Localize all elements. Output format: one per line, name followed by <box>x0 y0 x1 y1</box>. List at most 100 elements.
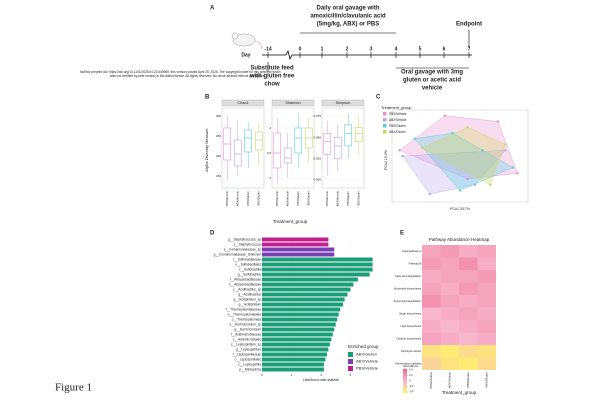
y-tick-label: g__Acidibacillus <box>238 292 261 296</box>
annotation: Daily oral gavage with <box>316 6 379 12</box>
y-tick-label: s__Alicyclobacillaceae <box>229 282 261 286</box>
heatmap-cell <box>422 307 441 320</box>
y-tick-label: 300 <box>216 114 221 118</box>
row-label: Lipid biosynthesis <box>401 324 422 328</box>
heatmap-cell <box>440 245 459 258</box>
x-tick-label: ABX/Gluten <box>485 372 489 388</box>
y-tick-label: o__Sulfobacillales <box>235 262 261 266</box>
hull <box>414 132 514 191</box>
facet-title: Chao1 <box>237 101 248 105</box>
point <box>504 143 507 146</box>
bar <box>262 277 358 282</box>
y-tick-label: g__Ferrimicrobium <box>234 327 261 331</box>
legend-swatch <box>348 366 353 371</box>
y-tick-label: f__Alicyclobacillaceae <box>230 277 262 281</box>
y-tick-label: 3.5 <box>267 151 272 155</box>
y-tick-label: p__Nitrospirota <box>239 367 261 371</box>
y-tick-label: 0.925 <box>313 156 321 160</box>
box <box>233 139 242 167</box>
facet-strip <box>321 99 365 107</box>
heatmap-cell <box>440 307 459 320</box>
bar <box>262 292 348 297</box>
colorbar <box>403 382 407 385</box>
colorbar <box>403 386 407 389</box>
legend-label: PBS/Vehicle <box>356 366 379 371</box>
row-label: Amino acid degradation <box>394 299 422 303</box>
heatmap-cell <box>440 282 459 295</box>
row-label: Sugar biosynthesis <box>399 311 422 315</box>
heatmap-cell <box>440 345 459 358</box>
bar <box>262 247 335 252</box>
box <box>344 124 353 147</box>
bar <box>262 352 327 357</box>
heatmap-cell <box>477 345 496 358</box>
row-label: Fatty acid degradation <box>395 274 421 278</box>
colorbar-label: -0.4 <box>409 390 414 394</box>
bar <box>262 367 324 372</box>
legend-swatch <box>383 112 387 116</box>
legend-swatch <box>383 130 387 134</box>
colorbar <box>403 388 407 391</box>
y-tick-label: c__Leptospirillia <box>238 362 261 366</box>
heatmap-cell <box>477 270 496 283</box>
y-axis-label: PCo2 19.2% <box>384 150 388 170</box>
bar <box>262 257 373 262</box>
y-tick-label: g__Comamonadaceae_Unknown <box>214 252 262 256</box>
colorbar <box>403 375 407 378</box>
day-label: 4 <box>395 46 398 52</box>
point <box>401 154 404 158</box>
bar <box>262 312 339 317</box>
day-label: 6 <box>443 46 446 52</box>
row-label: Fermentation pathway <box>395 361 421 365</box>
box <box>273 132 282 169</box>
heatmap-cell <box>459 332 478 345</box>
y-tick-label: f__Sulfobacillaceae <box>233 257 261 261</box>
facet-title: Shannon <box>285 101 300 105</box>
bar <box>262 237 329 242</box>
facet-title: Simpson <box>336 101 351 105</box>
legend-swatch <box>348 352 353 357</box>
y-tick-label: g__Sulfobacillus <box>238 272 262 276</box>
preprint-notice: was not certified by peer review) is the… <box>110 74 266 78</box>
legend-swatch <box>383 124 387 128</box>
colorbar <box>403 390 407 394</box>
point <box>398 149 401 152</box>
y-tick-label: s__Leptospirillum_sp <box>231 342 261 346</box>
bar <box>262 267 373 272</box>
annotation: with gluten free <box>249 74 295 80</box>
colorbar-label: 0 <box>409 379 411 383</box>
legend-label: PBS/Vehicle <box>389 112 407 116</box>
heatmap-cell <box>440 357 459 370</box>
point <box>516 172 519 175</box>
annotation: Oral gavage with 3mg <box>401 70 463 76</box>
preprint-notice: bioRxiv preprint doi: https://doi.org/10… <box>80 70 281 74</box>
annotation: (5mg/kg, ABX) or PBS <box>317 22 379 28</box>
bar <box>262 327 335 332</box>
y-tick-label: g__Acidiphilium <box>239 302 262 306</box>
y-tick-label: 0.900 <box>313 177 321 181</box>
heatmap-cell <box>477 332 496 345</box>
point <box>511 166 515 169</box>
x-tick-label: 0 <box>261 373 263 377</box>
box <box>283 147 292 164</box>
x-tick-label: PBS/Gluten <box>466 372 470 388</box>
x-tick-label: ABX/Vehicle <box>335 191 339 207</box>
endpoint-label: Endpoint <box>456 22 482 28</box>
colorbar <box>403 373 407 376</box>
x-axis-label: PCo1 33.7% <box>450 207 470 211</box>
bar <box>262 242 329 247</box>
y-tick-label: 200 <box>216 154 221 158</box>
annotation: chow <box>264 82 280 88</box>
heatmap-cell <box>459 270 478 283</box>
y-tick-label: f__Acidimicrobiaceae <box>231 332 262 336</box>
heatmap-cell <box>459 245 478 258</box>
heatmap-cell <box>477 357 496 370</box>
panel-letter: D <box>210 231 215 237</box>
y-tick-label: 250 <box>216 134 221 138</box>
heatmap-cell <box>477 245 496 258</box>
heatmap-cell <box>459 357 478 370</box>
facet-strip <box>221 99 265 107</box>
y-tick-label: 4 <box>269 126 271 130</box>
x-axis-label: Likelihood ratio statistic <box>303 378 339 382</box>
